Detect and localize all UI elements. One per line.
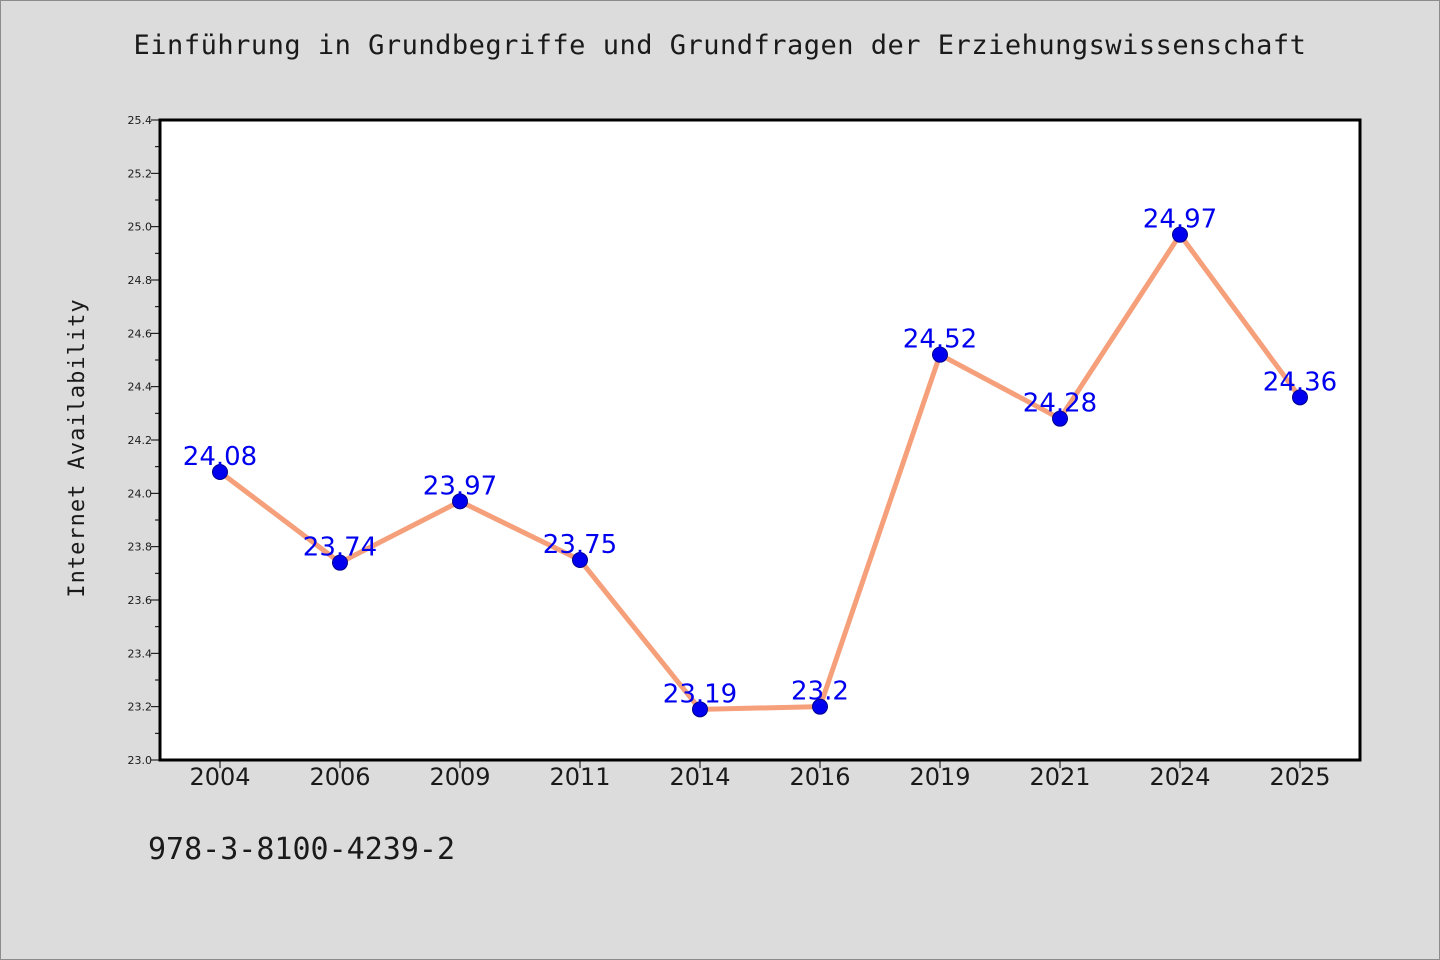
y-axis-label: Internet Availability — [65, 298, 90, 597]
y-tick-label: 23.6 — [128, 594, 153, 607]
y-axis: 23.0 23.2 23.4 23.6 23.8 24.0 24.2 24.4 24.6 24.8… — [128, 114, 160, 767]
data-label: 23.75 — [543, 530, 617, 560]
data-point — [812, 698, 828, 715]
plot-area — [158, 118, 1362, 762]
x-tick-label: 2009 — [429, 763, 490, 791]
data-label: 23.19 — [663, 679, 737, 709]
chart-title: Einführung in Grundbegriffe und Grundfra… — [133, 30, 1307, 61]
series-line — [218, 232, 1303, 712]
x-tick-label: 2011 — [549, 763, 610, 791]
data-label: 23.74 — [303, 533, 377, 563]
data-label: 24.08 — [183, 442, 257, 472]
data-point — [452, 493, 468, 510]
data-label: 24.97 — [1143, 205, 1217, 235]
y-tick-label: 25.0 — [128, 221, 153, 234]
data-point — [692, 701, 708, 718]
y-tick-label: 24.4 — [128, 381, 153, 394]
y-tick-label: 24.8 — [128, 274, 153, 287]
data-point — [212, 464, 228, 480]
y-tick-label: 25.2 — [128, 167, 153, 180]
x-tick-label: 2014 — [669, 763, 730, 791]
x-axis: 2004 2006 2009 2011 2014 2016 2019 2021 2024 2025 — [189, 760, 1331, 791]
x-tick-label: 2016 — [789, 763, 850, 791]
y-tick-label: 23.4 — [128, 647, 153, 660]
data-point — [1172, 226, 1188, 243]
data-label: 24.36 — [1263, 367, 1337, 397]
data-label: 24.28 — [1023, 389, 1097, 419]
data-points — [212, 226, 1308, 718]
y-tick-label: 24.0 — [128, 487, 153, 500]
data-point — [1052, 410, 1068, 427]
data-labels: 24.08 23.74 23.97 23.75 23.19 23.2 24.52 24.28 2… — [183, 205, 1337, 710]
y-tick-label: 25.4 — [128, 114, 153, 127]
data-point — [332, 554, 348, 571]
x-tick-label: 2006 — [309, 763, 370, 791]
data-point — [572, 552, 588, 568]
x-tick-label: 2024 — [1149, 763, 1210, 791]
isbn-footnote: 978-3-8100-4239-2 — [148, 832, 456, 867]
y-tick-label: 24.2 — [128, 434, 153, 447]
x-tick-label: 2004 — [189, 763, 250, 791]
x-tick-label: 2021 — [1029, 763, 1090, 791]
x-tick-label: 2019 — [909, 763, 970, 791]
data-point — [1292, 389, 1308, 406]
data-point — [932, 346, 948, 363]
data-label: 24.52 — [903, 325, 977, 355]
data-label: 23.97 — [423, 471, 497, 501]
y-tick-label: 23.8 — [128, 541, 153, 554]
y-tick-label: 23.2 — [128, 701, 153, 714]
data-label: 23.2 — [791, 677, 849, 707]
y-tick-label: 23.0 — [128, 754, 153, 767]
y-tick-label: 24.6 — [128, 327, 153, 340]
x-tick-label: 2025 — [1269, 763, 1330, 791]
